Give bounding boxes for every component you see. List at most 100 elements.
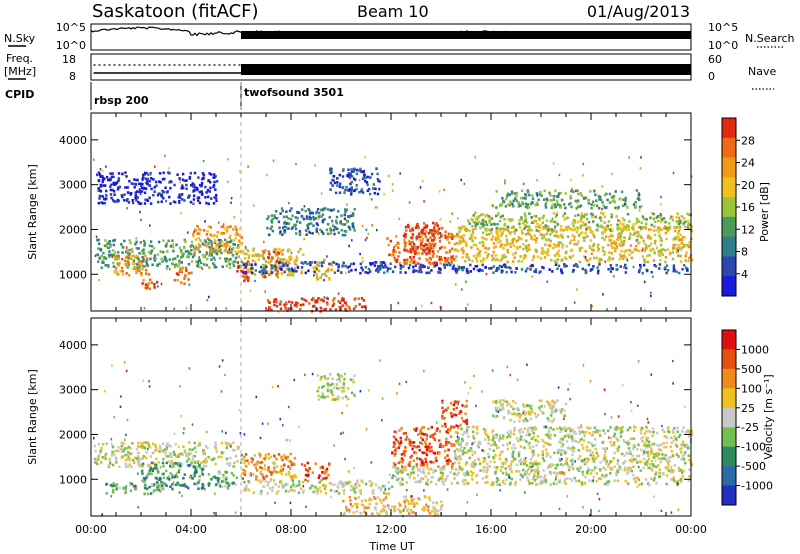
heatmap-cell: [410, 258, 413, 261]
heatmap-cell: [636, 238, 639, 242]
heatmap-cell: [358, 190, 361, 194]
heatmap-cell: [268, 301, 271, 305]
heatmap-cell: [382, 509, 385, 512]
heatmap-cell: [623, 440, 626, 444]
heatmap-cell: [189, 245, 192, 248]
heatmap-cell: [422, 464, 425, 467]
heatmap-cell: [121, 251, 124, 254]
heatmap-cell: [193, 474, 196, 478]
heatmap-cell: [97, 238, 100, 242]
heatmap-cell: [284, 225, 288, 229]
heatmap-cell: [114, 255, 117, 259]
heatmap-cell: [429, 229, 432, 232]
heatmap-cell: [377, 268, 380, 271]
heatmap-cell: [423, 451, 426, 455]
heatmap-cell: [504, 457, 508, 461]
heatmap-cell: [192, 194, 196, 198]
heatmap-cell: [429, 258, 433, 261]
heatmap-cell: [254, 260, 257, 264]
heatmap-cell: [151, 263, 154, 267]
heatmap-cell: [645, 436, 648, 440]
heatmap-cell: [197, 196, 201, 199]
heatmap-cell: [444, 449, 447, 453]
heatmap-cell: [391, 189, 394, 192]
heatmap-cell: [212, 247, 215, 251]
heatmap-cell: [208, 254, 211, 257]
heatmap-cell: [512, 204, 515, 208]
heatmap-cell: [157, 478, 161, 482]
heatmap-cell: [433, 236, 436, 240]
heatmap-cell: [452, 254, 455, 258]
heatmap-cell: [449, 220, 451, 223]
heatmap-cell: [653, 452, 656, 456]
heatmap-cell: [652, 275, 654, 278]
heatmap-cell: [582, 236, 585, 239]
heatmap-cell: [217, 221, 220, 224]
heatmap-cell: [96, 456, 100, 460]
heatmap-cell: [602, 458, 605, 462]
heatmap-cell: [577, 457, 580, 461]
heatmap-cell: [279, 469, 282, 472]
heatmap-cell: [648, 462, 652, 466]
heatmap-cell: [143, 265, 146, 268]
heatmap-cell: [405, 229, 408, 232]
heatmap-cell: [228, 263, 231, 266]
heatmap-cell: [525, 221, 529, 224]
heatmap-cell: [560, 411, 563, 414]
heatmap-cell: [415, 236, 418, 239]
heatmap-cell: [523, 405, 526, 408]
heatmap-cell: [183, 238, 186, 242]
heatmap-cell: [451, 237, 454, 240]
heatmap-cell: [397, 301, 399, 305]
heatmap-cell: [492, 222, 495, 226]
heatmap-cell: [551, 270, 554, 273]
heatmap-cell: [547, 253, 550, 257]
heatmap-cell: [153, 283, 156, 286]
heatmap-cell: [610, 267, 613, 270]
heatmap-cell: [533, 412, 537, 415]
heatmap-cell: [169, 202, 172, 205]
heatmap-cell: [602, 249, 605, 253]
heatmap-cell: [646, 254, 649, 258]
heatmap-cell: [225, 446, 228, 449]
heatmap-cell: [207, 225, 211, 228]
heatmap-cell: [469, 263, 472, 267]
heatmap-cell: [422, 228, 425, 231]
heatmap-cell: [431, 433, 434, 437]
heatmap-cell: [111, 249, 115, 252]
heatmap-cell: [542, 234, 546, 237]
heatmap-cell: [550, 403, 553, 407]
heatmap-cell: [303, 298, 306, 302]
heatmap-cell: [443, 266, 446, 269]
heatmap-cell: [558, 426, 562, 430]
heatmap-cell: [193, 441, 196, 445]
heatmap-cell: [94, 449, 97, 453]
heatmap-cell: [635, 461, 639, 464]
heatmap-cell: [632, 225, 635, 229]
heatmap-cell: [126, 191, 130, 194]
heatmap-cell: [206, 446, 209, 450]
heatmap-cell: [355, 505, 359, 509]
heatmap-cell: [128, 252, 131, 256]
heatmap-cell: [667, 463, 670, 466]
heatmap-cell: [199, 265, 202, 269]
heatmap-cell: [329, 227, 332, 230]
heatmap-cell: [146, 474, 149, 477]
heatmap-cell: [345, 208, 348, 212]
heatmap-cell: [322, 299, 325, 303]
heatmap-cell: [528, 226, 531, 229]
heatmap-cell: [458, 455, 462, 458]
heatmap-cell: [521, 201, 524, 204]
heatmap-cell: [658, 234, 661, 237]
heatmap-cell: [511, 452, 514, 455]
heatmap-cell: [612, 443, 615, 447]
heatmap-cell: [385, 513, 388, 517]
heatmap-cell: [225, 481, 228, 484]
heatmap-cell: [197, 481, 200, 484]
heatmap-cell: [542, 266, 545, 270]
freq-band: [241, 64, 691, 75]
heatmap-cell: [109, 243, 112, 247]
heatmap-cell: [179, 249, 183, 252]
heatmap-cell: [671, 215, 674, 219]
heatmap-cell: [615, 238, 619, 241]
